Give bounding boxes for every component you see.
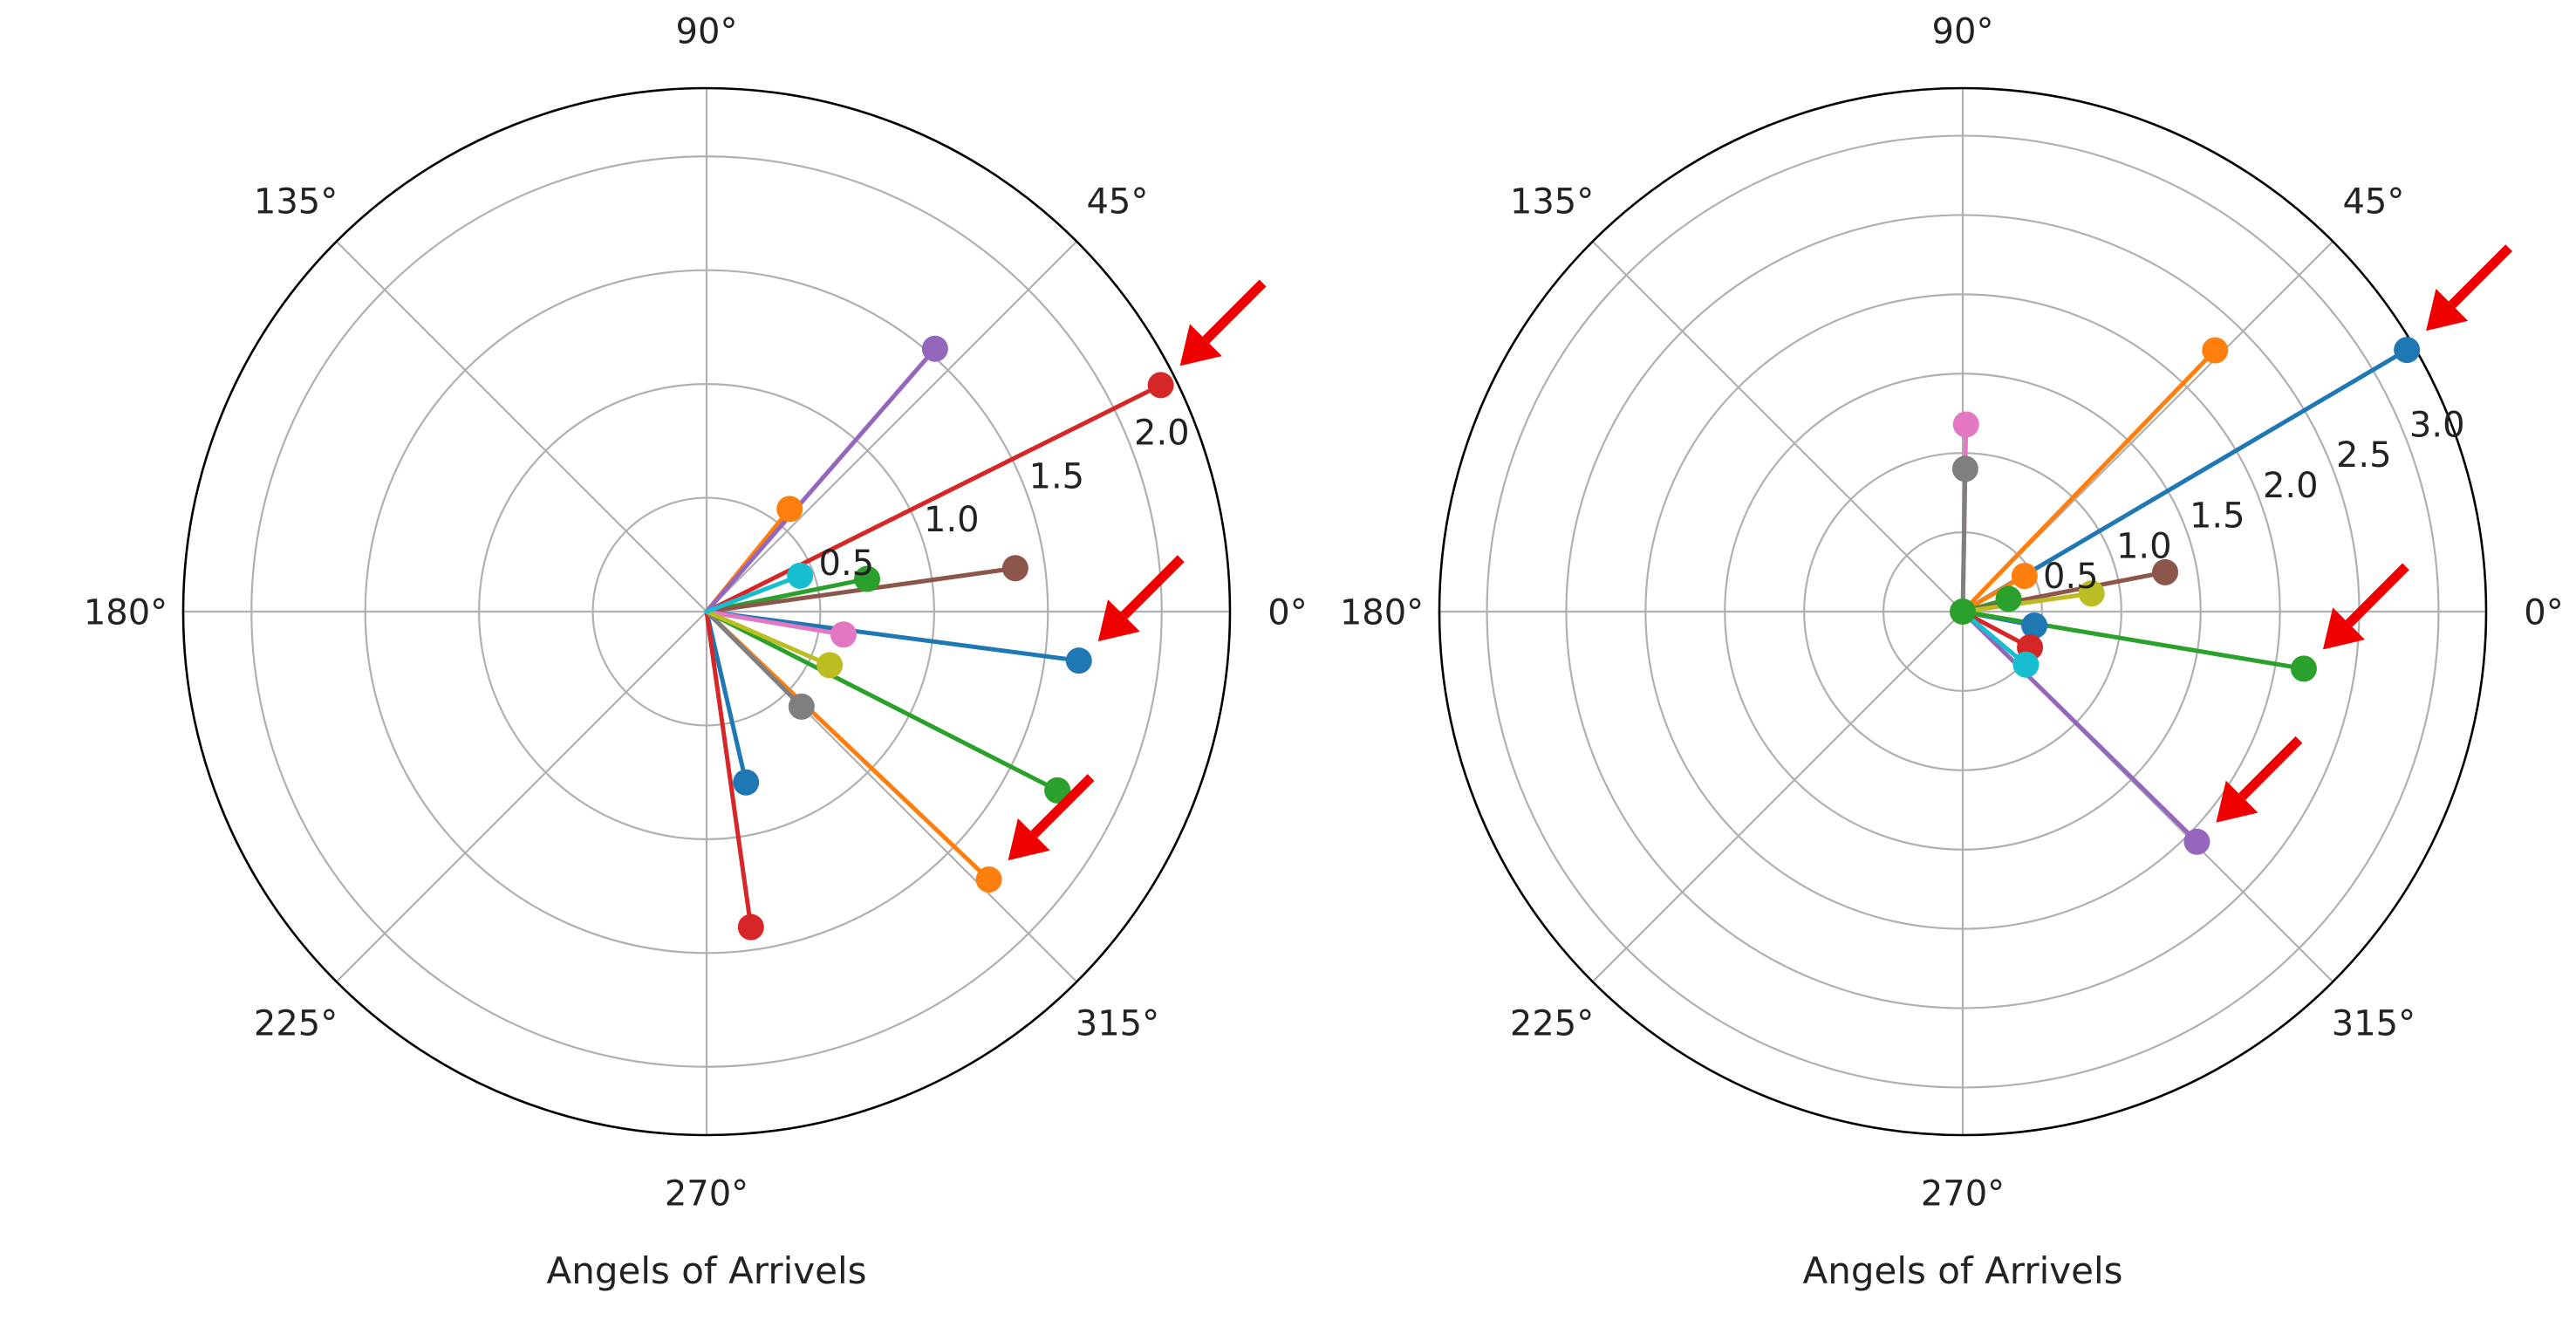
- highlight-arrow-head: [1179, 324, 1222, 366]
- data-point-marker: [788, 693, 815, 720]
- highlight-arrow-shaft: [1202, 279, 1267, 344]
- highlight-arrow-head: [1008, 818, 1050, 861]
- data-point-marker: [1044, 777, 1071, 804]
- theta-tick-label: 270°: [665, 1173, 748, 1214]
- highlight-arrow-head: [2426, 289, 2469, 332]
- data-point-marker: [2152, 558, 2179, 585]
- theta-tick-label: 135°: [1510, 181, 1594, 222]
- stem-line: [1960, 347, 2409, 614]
- stem-line: [704, 609, 832, 667]
- theta-tick-label: 225°: [1510, 1003, 1594, 1043]
- highlight-arrow-shaft: [2345, 563, 2409, 627]
- theta-grid-line: [1591, 611, 1964, 983]
- highlight-arrow-shaft: [2238, 735, 2303, 800]
- stem-line: [704, 609, 754, 930]
- data-point-marker: [787, 562, 814, 589]
- theta-tick-label: 0°: [1268, 592, 1307, 633]
- data-point-marker: [1951, 455, 1978, 482]
- polar-frame: [181, 86, 1232, 1137]
- x-axis-label: Angels of Arrivels: [546, 1249, 866, 1292]
- data-point-marker: [1950, 599, 1976, 625]
- r-tick-label: 2.0: [2263, 466, 2319, 506]
- polar-frame: [1438, 86, 2488, 1137]
- stem-line: [1960, 609, 2028, 667]
- data-point-marker: [2021, 612, 2048, 639]
- theta-grid-line: [335, 240, 707, 612]
- data-point-marker: [2012, 651, 2040, 678]
- data-point-marker: [817, 652, 844, 679]
- highlight-arrow-head: [1097, 599, 1140, 642]
- theta-tick-label: 180°: [1340, 592, 1424, 633]
- theta-tick-label: 90°: [676, 11, 738, 51]
- stem-line: [1960, 609, 2306, 671]
- theta-tick-label: 180°: [84, 592, 167, 633]
- theta-grid-line: [706, 240, 1078, 612]
- data-point-marker: [975, 866, 1002, 893]
- data-point-marker: [2183, 828, 2210, 855]
- data-point-marker: [2202, 337, 2229, 364]
- theta-tick-label: 225°: [254, 1003, 338, 1043]
- data-point-marker: [2078, 580, 2105, 607]
- stem-line: [1960, 591, 2094, 614]
- data-point-marker: [854, 565, 881, 592]
- data-point-marker: [737, 913, 764, 941]
- highlight-arrow-shaft: [1120, 555, 1185, 619]
- theta-grid-line: [1591, 240, 1964, 612]
- highlight-arrow-shaft: [2448, 244, 2513, 309]
- data-point-marker: [2290, 655, 2317, 682]
- data-point-marker: [2011, 563, 2038, 590]
- data-point-marker: [776, 496, 803, 523]
- r-tick-label: 1.0: [924, 500, 980, 540]
- r-tick-label: 3.0: [2409, 405, 2465, 445]
- r-tick-label: 0.5: [819, 544, 875, 584]
- theta-tick-label: 135°: [254, 181, 338, 222]
- data-point-marker: [1147, 372, 1174, 399]
- data-point-marker: [830, 621, 857, 648]
- stem-line: [704, 573, 803, 614]
- theta-tick-label: 90°: [1932, 11, 1994, 51]
- theta-tick-label: 45°: [1086, 181, 1148, 222]
- highlight-arrow-head: [2216, 780, 2258, 823]
- data-point-marker: [1952, 411, 1979, 438]
- r-tick-label: 2.5: [2336, 435, 2392, 476]
- stem-line: [704, 382, 1164, 614]
- stem-line: [1960, 347, 2217, 614]
- data-point-marker: [733, 769, 760, 796]
- data-point-marker: [921, 335, 948, 362]
- stem-line: [704, 609, 846, 637]
- stem-line: [704, 609, 748, 785]
- highlight-arrow-shaft: [1030, 774, 1095, 838]
- r-tick-label: 0.5: [2043, 557, 2099, 597]
- r-tick-label: 2.0: [1134, 413, 1190, 453]
- r-tick-label: 1.5: [1029, 456, 1085, 496]
- theta-tick-label: 315°: [1076, 1003, 1159, 1043]
- stem-line: [704, 609, 804, 709]
- theta-tick-label: 45°: [2342, 181, 2404, 222]
- data-point-marker: [2394, 337, 2421, 364]
- theta-tick-label: 270°: [1921, 1173, 2005, 1214]
- polar-chart-2: 0° 45° 90° 135° 180° 225° 270° 315° 0.5 1.0 1.5 2.0…: [1340, 11, 2564, 1292]
- r-tick-label: 1.5: [2190, 496, 2245, 537]
- data-point-marker: [1065, 647, 1092, 674]
- stem-line: [704, 609, 1082, 663]
- theta-tick-label: 0°: [2524, 592, 2563, 633]
- data-point-marker: [1995, 585, 2022, 612]
- stem-line: [704, 609, 1060, 793]
- stem-line: [1960, 609, 2199, 845]
- r-tick-label: 1.0: [2116, 526, 2172, 566]
- highlight-arrow-head: [2322, 607, 2366, 650]
- x-axis-label: Angels of Arrivels: [1802, 1249, 2122, 1292]
- stem-line: [704, 346, 938, 614]
- polar-chart-1: 0° 45° 90° 135° 180° 225° 270° 315° 0.5 1.0 1.5 2.0…: [84, 11, 1308, 1292]
- stem-line: [1960, 466, 1968, 614]
- theta-grid-line: [335, 611, 707, 983]
- theta-tick-label: 315°: [2332, 1003, 2415, 1043]
- data-point-marker: [1001, 555, 1028, 582]
